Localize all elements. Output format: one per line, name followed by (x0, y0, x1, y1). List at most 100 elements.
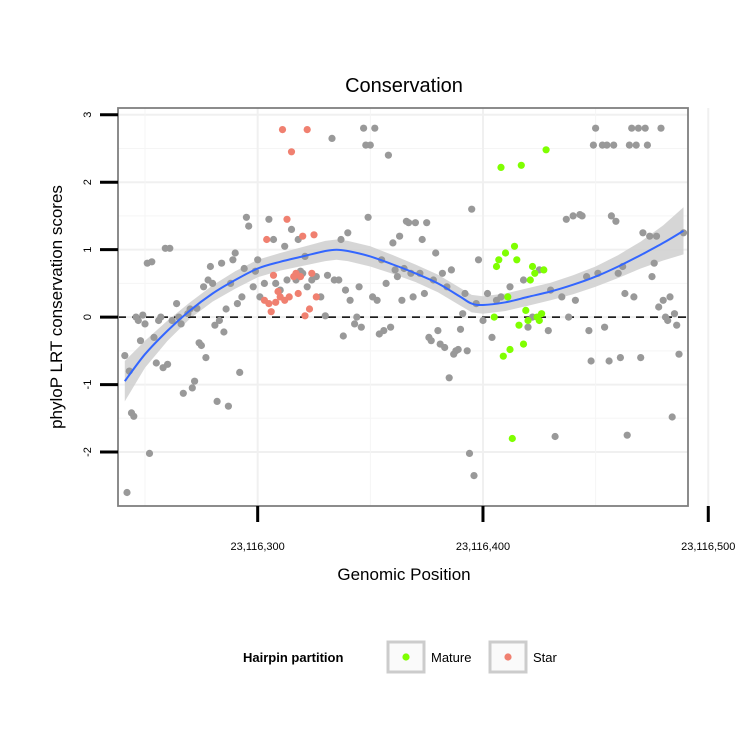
point-other-95 (373, 296, 381, 304)
point-mature-18 (531, 269, 539, 277)
point-mature-3 (497, 163, 505, 171)
point-mature-13 (519, 340, 528, 348)
point-star-8 (278, 126, 287, 134)
point-mature-15 (524, 316, 532, 325)
x-tick-label-0: 23,116,300 (231, 541, 285, 553)
point-other-39 (213, 397, 221, 405)
point-other-11 (145, 449, 154, 457)
point-other-112 (411, 219, 419, 227)
point-other-47 (231, 249, 239, 257)
point-star-23 (312, 293, 320, 301)
point-star-21 (308, 269, 316, 277)
point-other-106 (398, 296, 406, 304)
point-other-60 (269, 235, 278, 244)
point-other-173 (614, 269, 622, 277)
point-other-54 (249, 283, 257, 291)
point-other-43 (222, 305, 230, 313)
point-other-159 (578, 212, 586, 220)
point-other-161 (585, 327, 593, 335)
legend-swatch-0 (402, 653, 410, 661)
point-other-50 (238, 293, 246, 301)
point-other-37 (209, 279, 217, 287)
smooth-line (123, 229, 685, 382)
point-other-87 (355, 283, 363, 291)
point-other-111 (409, 293, 417, 301)
point-mature-11 (515, 321, 523, 329)
point-mature-5 (501, 249, 510, 257)
point-other-170 (607, 212, 616, 220)
point-other-179 (628, 124, 636, 132)
point-other-193 (659, 296, 667, 304)
point-other-197 (668, 413, 676, 421)
point-other-200 (675, 350, 683, 358)
point-mature-7 (506, 345, 514, 354)
point-star-16 (296, 273, 305, 281)
x-axis: 23,116,300 23,116,400 23,116,500 (231, 506, 735, 553)
point-star-17 (299, 232, 307, 240)
point-other-99 (382, 279, 390, 287)
point-mature-2 (495, 256, 503, 264)
point-other-28 (188, 384, 196, 392)
x-tick-label-1: 23,116,400 (456, 541, 510, 553)
point-other-1 (123, 488, 131, 497)
point-other-184 (639, 229, 647, 237)
point-other-190 (652, 232, 661, 240)
point-star-19 (303, 126, 311, 134)
point-mature-6 (504, 293, 512, 301)
point-other-164 (592, 124, 600, 132)
point-other-135 (465, 449, 474, 457)
point-star-22 (310, 231, 318, 239)
point-other-144 (497, 293, 505, 301)
point-star-15 (294, 289, 302, 298)
point-other-198 (670, 310, 679, 318)
point-star-2 (265, 300, 273, 308)
point-other-127 (447, 266, 455, 274)
point-other-89 (360, 124, 368, 132)
point-other-71 (303, 283, 311, 291)
point-other-40 (215, 316, 223, 325)
point-other-19 (164, 360, 172, 368)
point-other-139 (474, 256, 483, 264)
point-other-147 (524, 323, 532, 331)
point-other-140 (479, 316, 487, 325)
point-star-6 (274, 287, 282, 296)
point-star-12 (287, 148, 296, 156)
point-other-79 (335, 276, 343, 284)
point-other-92 (366, 141, 374, 149)
point-star-3 (267, 308, 275, 316)
point-other-176 (621, 289, 629, 298)
point-other-114 (418, 235, 426, 244)
point-other-85 (351, 320, 359, 328)
point-other-100 (384, 151, 392, 159)
point-other-13 (150, 333, 158, 341)
point-other-131 (456, 325, 465, 333)
point-other-56 (254, 256, 262, 264)
y-tick-label-1: -1 (82, 380, 94, 390)
point-other-48 (233, 300, 241, 308)
point-other-121 (434, 327, 442, 335)
point-other-133 (461, 289, 469, 298)
point-other-192 (657, 124, 665, 132)
point-mature-9 (510, 242, 519, 250)
point-other-4 (130, 412, 138, 420)
point-other-188 (648, 273, 656, 281)
point-mature-16 (526, 276, 534, 284)
point-other-189 (650, 259, 658, 267)
point-other-24 (177, 320, 185, 328)
point-other-137 (470, 472, 478, 480)
point-mature-12 (517, 161, 525, 169)
point-mature-22 (540, 266, 548, 274)
y-tick-label-3: 1 (82, 247, 94, 253)
legend-label-1: Star (533, 650, 558, 665)
point-other-155 (565, 313, 573, 321)
point-other-172 (612, 217, 620, 225)
point-other-29 (191, 377, 199, 385)
point-other-82 (341, 286, 350, 294)
chart-title: Conservation (345, 75, 463, 97)
point-other-6 (134, 316, 142, 325)
point-mature-10 (513, 256, 521, 264)
plot-border (117, 107, 689, 507)
point-other-130 (454, 345, 462, 354)
point-other-102 (389, 239, 397, 247)
